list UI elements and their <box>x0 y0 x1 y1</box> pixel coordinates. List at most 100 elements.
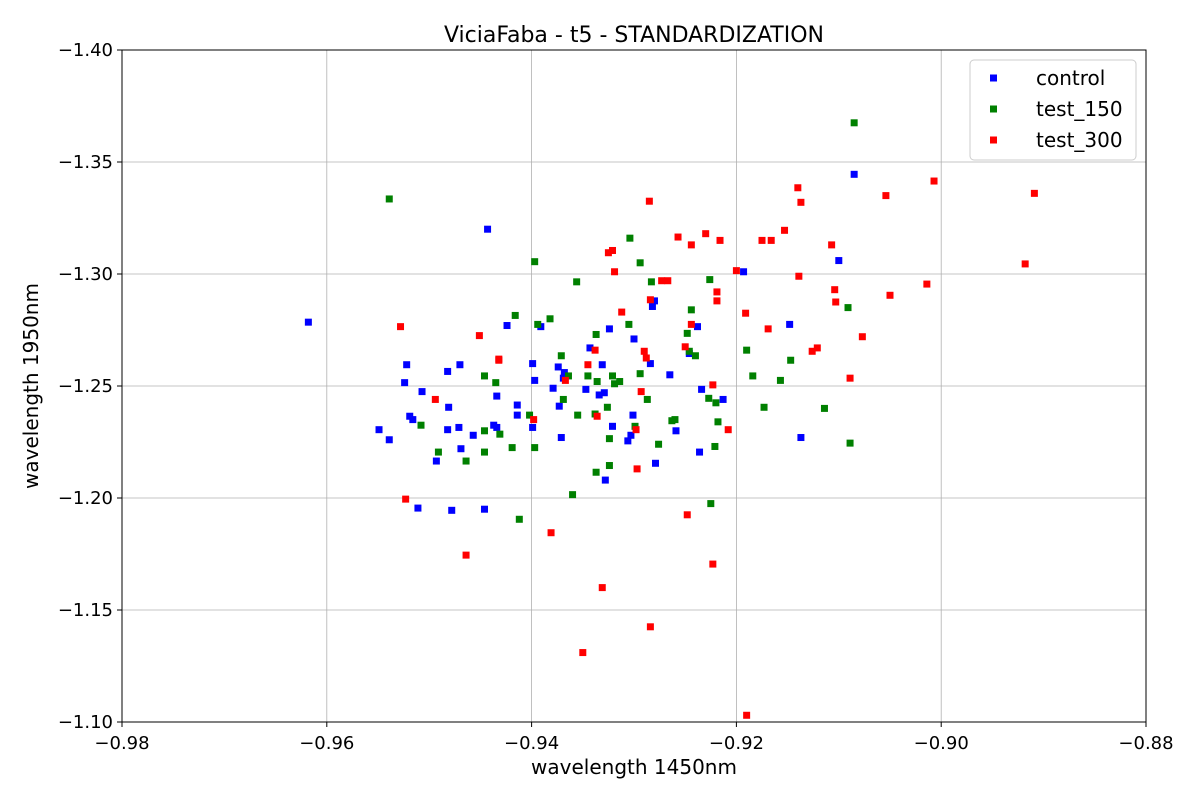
data-point <box>705 394 713 402</box>
data-point <box>531 258 539 266</box>
data-point <box>611 380 619 388</box>
data-point <box>492 379 500 387</box>
data-point <box>414 504 422 512</box>
data-point <box>732 267 740 275</box>
data-point <box>832 298 840 306</box>
series-test-150 <box>385 119 858 523</box>
data-point <box>432 457 440 465</box>
data-point <box>493 423 501 431</box>
data-point <box>508 444 516 452</box>
data-point <box>493 392 501 400</box>
data-point <box>674 233 682 241</box>
data-point <box>593 412 601 420</box>
data-point <box>835 257 843 265</box>
data-point <box>636 259 644 267</box>
legend-marker <box>990 105 997 113</box>
data-point <box>636 370 644 378</box>
data-point <box>882 192 890 200</box>
axis-ticks: −0.98 −0.96 −0.94 −0.92 −0.90 −0.88 −1.40 −1.35… <box>58 40 1174 754</box>
data-point <box>445 403 453 411</box>
data-point <box>385 195 393 203</box>
data-point <box>624 437 632 445</box>
data-point <box>758 236 766 244</box>
data-point <box>475 332 483 340</box>
data-point <box>304 318 312 326</box>
data-point <box>547 529 555 537</box>
data-point <box>401 379 409 387</box>
data-point <box>707 500 715 508</box>
data-point <box>561 376 569 384</box>
data-point <box>776 376 784 384</box>
data-point <box>462 457 470 465</box>
data-point <box>797 434 805 442</box>
data-point <box>531 444 539 452</box>
data-point <box>652 459 660 467</box>
data-point <box>831 286 839 294</box>
data-point <box>781 226 789 234</box>
data-point <box>534 320 542 328</box>
data-point <box>742 309 750 317</box>
data-point <box>557 434 565 442</box>
data-point <box>513 411 521 419</box>
data-point <box>526 411 534 419</box>
data-point <box>627 431 635 439</box>
data-point <box>714 418 722 426</box>
data-point <box>650 297 658 305</box>
legend-marker <box>990 136 997 144</box>
legend-label: test_150 <box>1036 97 1123 121</box>
data-point <box>448 506 456 514</box>
data-point <box>858 333 866 341</box>
data-point <box>444 426 452 434</box>
data-point <box>646 360 654 368</box>
data-point <box>655 440 663 448</box>
y-tick-label: −1.10 <box>58 712 113 733</box>
x-tick-label: −0.98 <box>94 733 149 754</box>
y-tick-label: −1.35 <box>58 152 113 173</box>
data-point <box>604 249 612 257</box>
data-point <box>724 426 732 434</box>
data-point <box>846 374 854 382</box>
x-tick-label: −0.90 <box>914 733 969 754</box>
series-test-300 <box>397 177 1038 719</box>
data-point <box>397 323 405 331</box>
data-point <box>709 560 717 568</box>
data-point <box>666 371 674 379</box>
data-point <box>605 462 613 470</box>
data-point <box>456 361 464 369</box>
data-point <box>403 361 411 369</box>
data-point <box>683 329 691 337</box>
x-tick-label: −0.96 <box>299 733 354 754</box>
data-point <box>595 391 603 399</box>
data-point <box>787 356 795 364</box>
data-point <box>409 416 417 424</box>
data-point <box>702 230 710 238</box>
data-point <box>681 343 689 351</box>
data-point <box>1021 260 1029 268</box>
data-point <box>434 448 442 456</box>
legend-label: control <box>1036 66 1105 90</box>
data-point <box>1030 189 1038 197</box>
data-point <box>629 411 637 419</box>
data-point <box>749 372 757 380</box>
data-point <box>696 448 704 456</box>
data-point <box>664 277 672 285</box>
data-point <box>591 346 599 354</box>
data-point <box>402 495 410 503</box>
data-point <box>687 306 695 314</box>
y-tick-label: −1.25 <box>58 376 113 397</box>
data-point <box>600 389 608 397</box>
data-point <box>712 399 720 407</box>
data-point <box>598 361 606 369</box>
data-point <box>828 241 836 249</box>
data-point <box>797 198 805 206</box>
data-point <box>554 363 562 371</box>
data-point <box>582 385 590 393</box>
data-point <box>564 372 572 380</box>
data-point <box>693 323 701 331</box>
data-point <box>569 491 577 499</box>
data-point <box>646 296 654 304</box>
data-point <box>625 320 633 328</box>
data-point <box>820 404 828 412</box>
data-point <box>530 416 538 424</box>
